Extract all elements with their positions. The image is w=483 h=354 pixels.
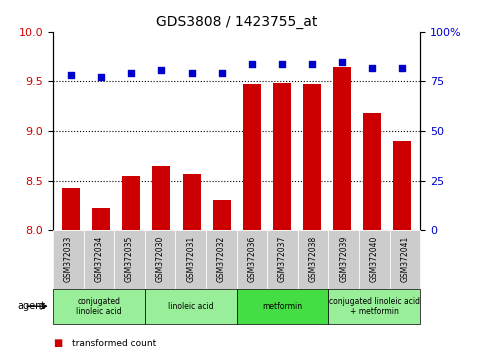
Bar xyxy=(183,173,200,230)
Text: metformin: metformin xyxy=(262,302,303,311)
Point xyxy=(67,73,75,78)
Text: transformed count: transformed count xyxy=(72,339,156,348)
Text: GSM372040: GSM372040 xyxy=(370,236,379,282)
Point xyxy=(188,71,196,76)
Bar xyxy=(153,166,170,230)
Text: agent: agent xyxy=(18,301,46,311)
Text: GSM372035: GSM372035 xyxy=(125,236,134,282)
Point xyxy=(98,75,105,80)
Text: GSM372033: GSM372033 xyxy=(64,236,73,282)
Bar xyxy=(363,113,381,230)
Text: conjugated
linoleic acid: conjugated linoleic acid xyxy=(76,297,122,316)
Bar xyxy=(333,67,351,230)
Text: GSM372038: GSM372038 xyxy=(309,236,318,282)
Text: GSM372032: GSM372032 xyxy=(217,236,226,282)
Text: GSM372030: GSM372030 xyxy=(156,236,165,282)
Point xyxy=(338,59,346,64)
Point xyxy=(368,65,376,70)
Text: ■: ■ xyxy=(53,338,62,348)
Point xyxy=(128,71,135,76)
Text: linoleic acid: linoleic acid xyxy=(168,302,213,311)
Point xyxy=(218,71,226,76)
Point xyxy=(248,61,256,67)
Bar xyxy=(213,200,231,230)
Bar xyxy=(303,84,321,230)
Title: GDS3808 / 1423755_at: GDS3808 / 1423755_at xyxy=(156,16,317,29)
Text: GSM372031: GSM372031 xyxy=(186,236,195,282)
Text: GSM372034: GSM372034 xyxy=(95,236,103,282)
Bar xyxy=(393,141,411,230)
Point xyxy=(308,61,316,67)
Text: GSM372041: GSM372041 xyxy=(400,236,410,282)
Text: GSM372037: GSM372037 xyxy=(278,236,287,282)
Bar xyxy=(92,208,110,230)
Bar xyxy=(62,188,80,230)
Point xyxy=(398,65,406,70)
Text: conjugated linoleic acid
+ metformin: conjugated linoleic acid + metformin xyxy=(329,297,420,316)
Point xyxy=(157,67,165,72)
Text: GSM372036: GSM372036 xyxy=(247,236,256,282)
Bar xyxy=(122,176,141,230)
Bar xyxy=(273,84,291,230)
Text: GSM372039: GSM372039 xyxy=(339,236,348,282)
Bar xyxy=(242,84,261,230)
Point xyxy=(278,61,285,67)
